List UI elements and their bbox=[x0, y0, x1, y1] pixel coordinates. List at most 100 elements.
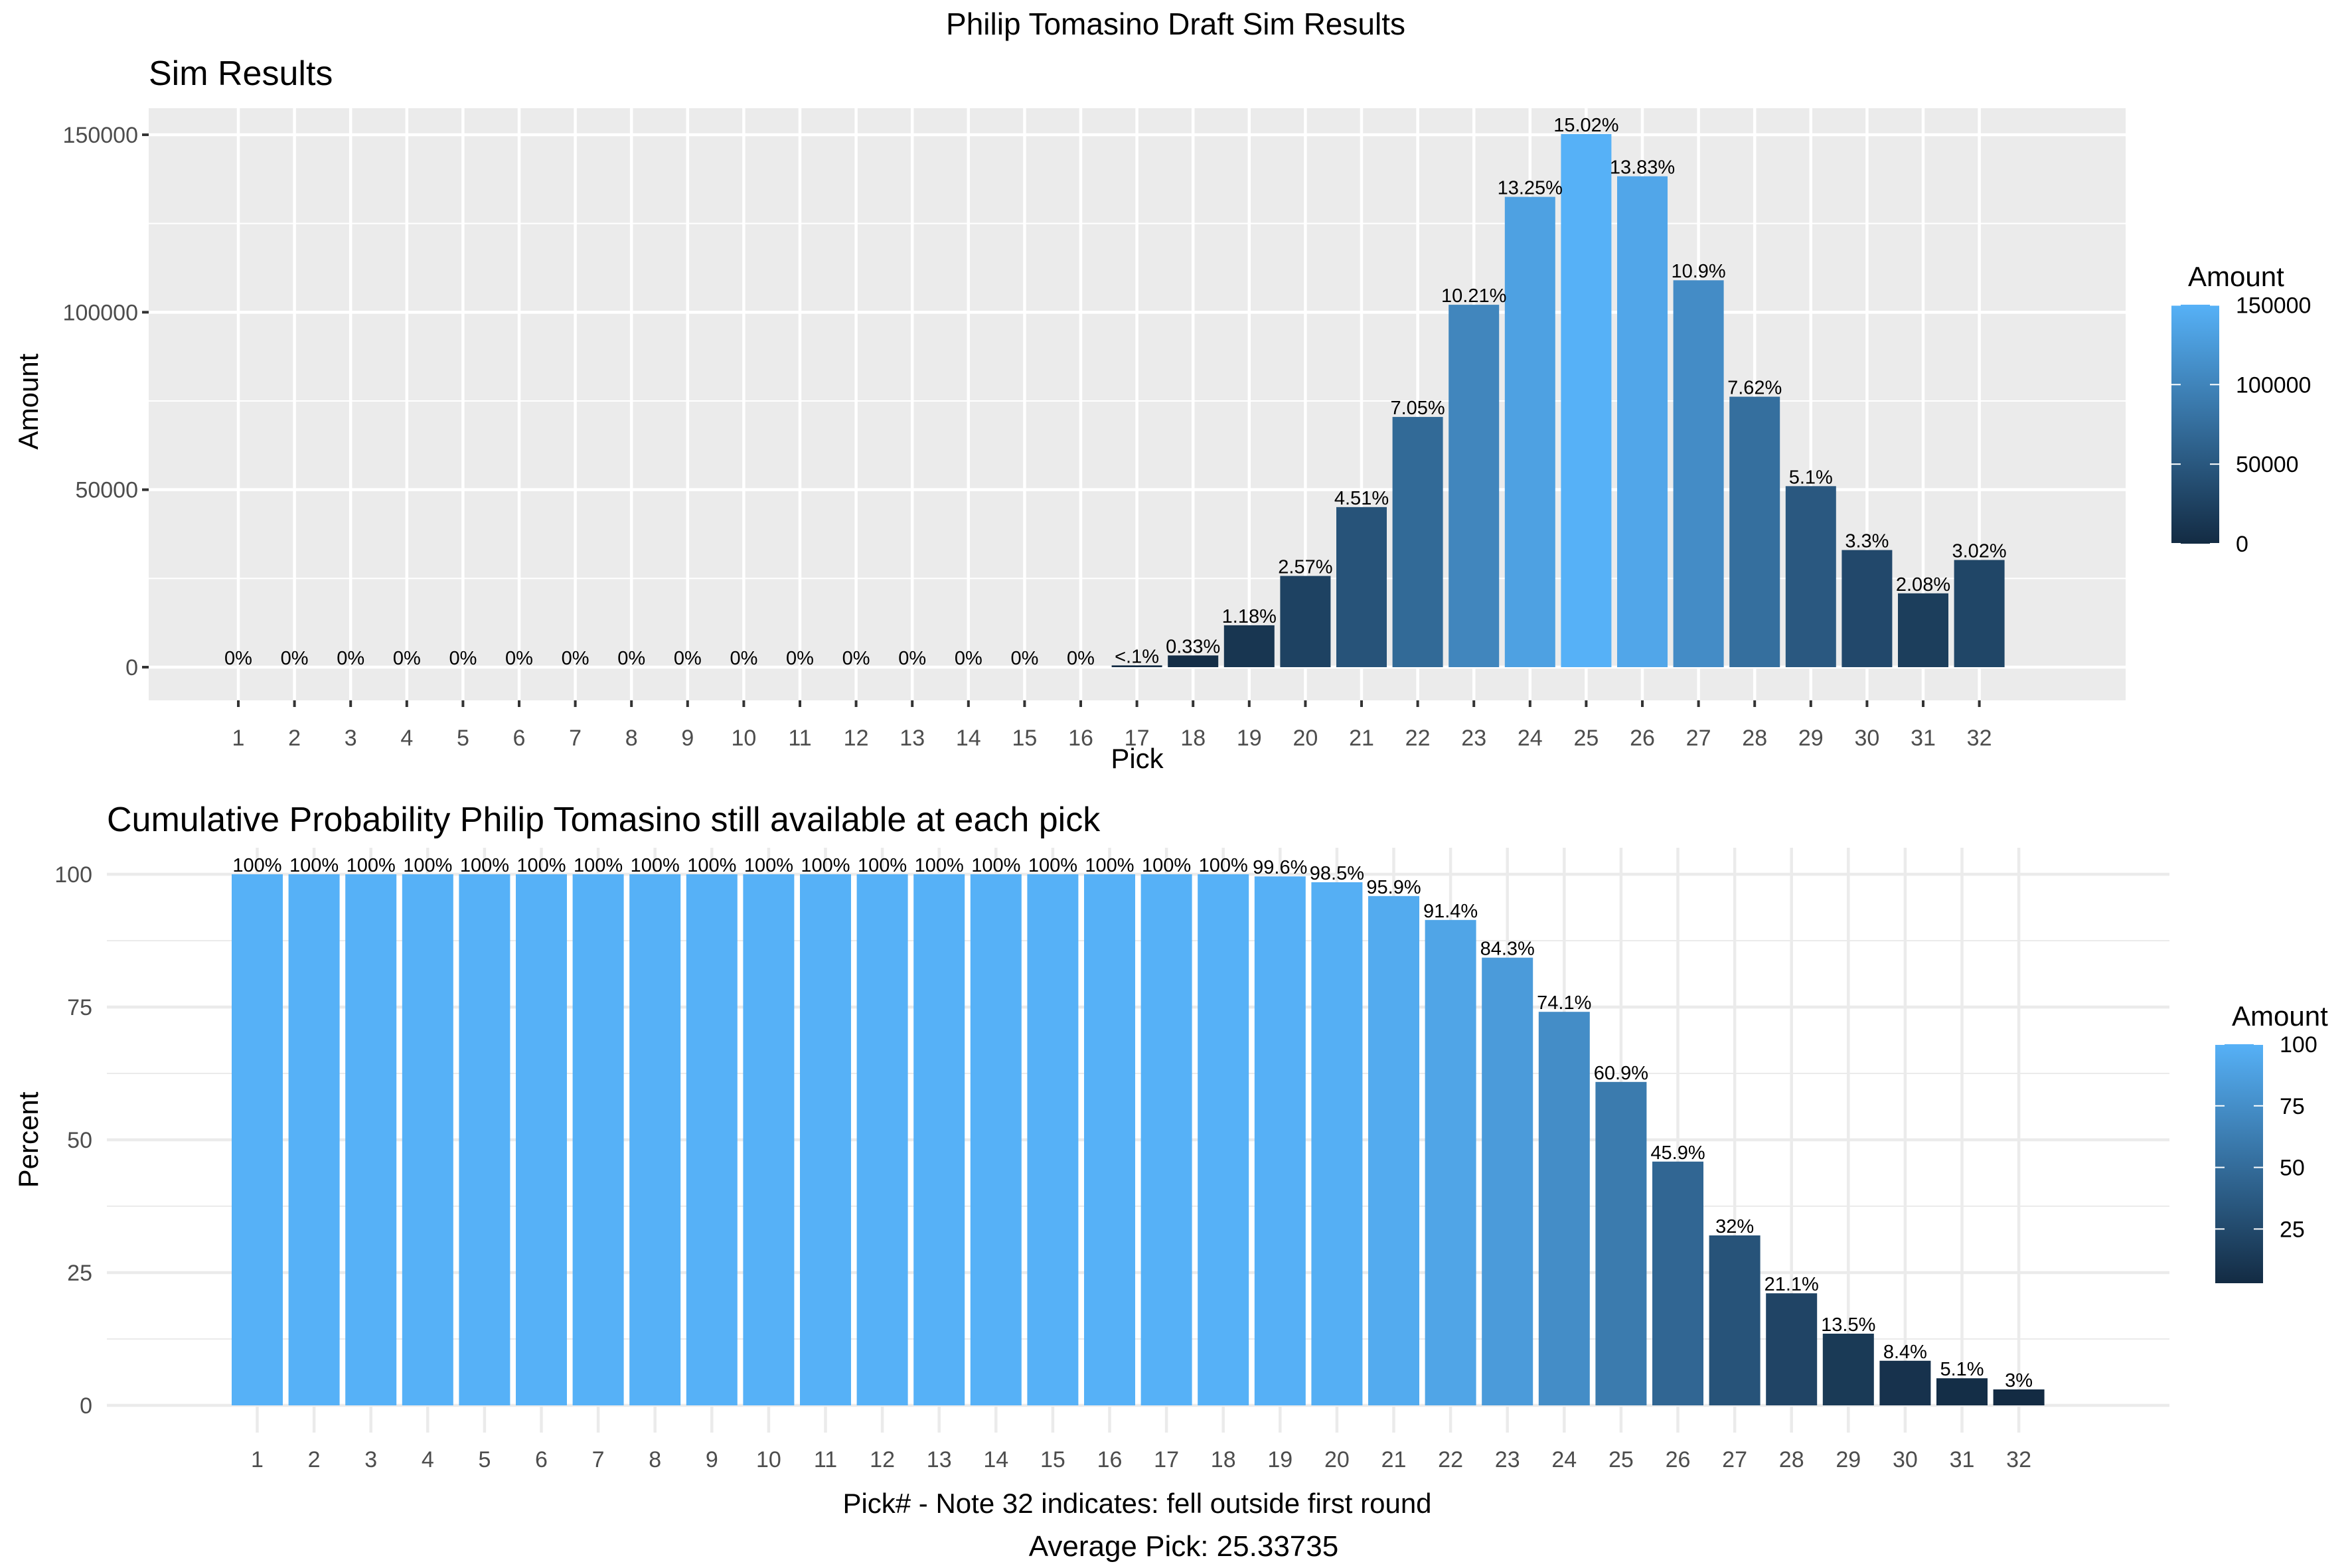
bar bbox=[1898, 593, 1948, 667]
bar-data-label: 100% bbox=[516, 855, 566, 876]
x-tick-label: 12 bbox=[870, 1447, 895, 1472]
y-axis-title: Amount bbox=[13, 353, 44, 449]
legend-label: 25 bbox=[2280, 1217, 2305, 1242]
x-tick-label: 28 bbox=[1779, 1447, 1804, 1472]
bar-data-label: 100% bbox=[1142, 855, 1191, 876]
x-tick-label: 14 bbox=[956, 726, 981, 751]
bar-data-label: 10.21% bbox=[1441, 285, 1506, 307]
figure-title: Philip Tomasino Draft Sim Results bbox=[946, 7, 1405, 41]
bars bbox=[1111, 133, 2005, 668]
bar bbox=[1111, 665, 1162, 667]
bar bbox=[1617, 176, 1668, 667]
bar-data-label: 100% bbox=[232, 855, 281, 876]
bar bbox=[1879, 1360, 1931, 1405]
y-tick-label: 150000 bbox=[63, 123, 138, 148]
x-tick-label: 18 bbox=[1211, 1447, 1236, 1472]
x-tick-label: 29 bbox=[1798, 726, 1824, 751]
y-axis: 0 50000 100000 150000 bbox=[63, 123, 149, 680]
bar bbox=[1785, 486, 1836, 667]
bar bbox=[516, 874, 567, 1405]
bar bbox=[856, 874, 908, 1405]
bar-labels: 100% 100% 100% 100% 100% 100% 100% 100% 100% 100%… bbox=[232, 855, 2033, 1391]
x-tick-label: 6 bbox=[535, 1447, 548, 1472]
x-tick-label: 10 bbox=[731, 726, 756, 751]
bar-data-label: 32% bbox=[1715, 1216, 1754, 1237]
bar bbox=[800, 874, 851, 1405]
bar bbox=[1652, 1161, 1703, 1405]
bar-data-label: 100% bbox=[460, 855, 509, 876]
y-tick-label: 100000 bbox=[63, 300, 138, 325]
bar-data-label: 100% bbox=[1199, 855, 1248, 876]
legend-title: Amount bbox=[2188, 261, 2284, 292]
bar-data-label: 3.3% bbox=[1845, 531, 1889, 552]
x-tick-label: 29 bbox=[1836, 1447, 1861, 1472]
x-axis: 1 2 3 4 5 6 7 8 9 10 11 12 13 14 15 16 17 18 19 20 21 22 23 24 2… bbox=[232, 700, 1992, 751]
bar-data-label: 8.4% bbox=[1883, 1342, 1927, 1363]
bar-data-label: 3.02% bbox=[1952, 541, 2006, 562]
bar bbox=[913, 874, 965, 1405]
y-tick-label: 100 bbox=[54, 862, 92, 888]
bar-data-label: 0% bbox=[674, 648, 702, 669]
bar-data-label: 4.51% bbox=[1334, 488, 1389, 509]
x-tick-label: 7 bbox=[569, 726, 582, 751]
bar bbox=[1766, 1293, 1818, 1405]
bar-data-label: 100% bbox=[971, 855, 1020, 876]
bar-data-label: 100% bbox=[574, 855, 623, 876]
bar-labels: 0% 0% 0% 0% 0% 0% 0% 0% 0% 0% 0% 0% 0% 0% 0% 0% <.1% 0.33… bbox=[224, 115, 2007, 669]
bar bbox=[1336, 507, 1387, 667]
legend-ticks: 0 50000 100000 150000 bbox=[2171, 293, 2311, 557]
bar-data-label: 0% bbox=[224, 648, 252, 669]
legend-label: 100000 bbox=[2236, 372, 2311, 398]
legend-colorbar bbox=[2215, 1044, 2263, 1283]
bar-data-label: <.1% bbox=[1115, 646, 1159, 667]
bar bbox=[1482, 957, 1533, 1405]
legend-label: 0 bbox=[2236, 532, 2248, 557]
bar bbox=[402, 874, 453, 1405]
bar bbox=[1140, 874, 1192, 1405]
bar bbox=[288, 874, 340, 1405]
bar bbox=[1311, 882, 1363, 1405]
x-tick-label: 6 bbox=[513, 726, 526, 751]
x-axis: 1 2 3 4 5 6 7 8 9 10 11 12 13 14 15 16 17 18 19 20 21 22 23 24 2… bbox=[251, 1447, 2031, 1472]
y-tick-label: 25 bbox=[67, 1261, 92, 1286]
x-tick-label: 27 bbox=[1686, 726, 1711, 751]
x-tick-label: 5 bbox=[457, 726, 469, 751]
bar bbox=[1223, 625, 1275, 667]
legend-label: 150000 bbox=[2236, 293, 2311, 318]
average-pick-caption: Average Pick: 25.33735 bbox=[1029, 1530, 1338, 1563]
x-tick-label: 20 bbox=[1324, 1447, 1350, 1472]
bar bbox=[1280, 576, 1331, 667]
x-tick-label: 31 bbox=[1911, 726, 1936, 751]
bar-data-label: 100% bbox=[1028, 855, 1077, 876]
chart-title: Cumulative Probability Philip Tomasino s… bbox=[107, 801, 1101, 839]
x-tick-label: 26 bbox=[1666, 1447, 1691, 1472]
x-tick-label: 26 bbox=[1630, 726, 1655, 751]
x-tick-label: 11 bbox=[814, 1447, 837, 1472]
x-tick-label: 3 bbox=[345, 726, 357, 751]
bar bbox=[970, 874, 1022, 1405]
x-tick-label: 12 bbox=[844, 726, 869, 751]
x-tick-label: 9 bbox=[681, 726, 694, 751]
x-tick-label: 32 bbox=[1967, 726, 1992, 751]
x-tick-label: 9 bbox=[706, 1447, 718, 1472]
bar-data-label: 0% bbox=[898, 648, 926, 669]
y-tick-label: 50 bbox=[67, 1128, 92, 1153]
x-tick-label: 15 bbox=[1040, 1447, 1065, 1472]
bar-data-label: 13.25% bbox=[1498, 178, 1563, 199]
bar-data-label: 100% bbox=[858, 855, 907, 876]
bar-data-label: 10.9% bbox=[1671, 261, 1725, 282]
bar bbox=[1842, 550, 1893, 667]
x-tick-label: 30 bbox=[1893, 1447, 1918, 1472]
bar bbox=[1673, 280, 1724, 667]
bar-data-label: 2.08% bbox=[1896, 574, 1950, 595]
bar bbox=[1538, 1012, 1590, 1405]
x-tick-label: 4 bbox=[422, 1447, 434, 1472]
x-tick-label: 11 bbox=[788, 726, 811, 751]
bar bbox=[1425, 919, 1476, 1405]
bar-data-label: 100% bbox=[915, 855, 964, 876]
bar-data-label: 0% bbox=[1067, 648, 1095, 669]
legend-label: 50000 bbox=[2236, 452, 2299, 477]
bar-data-label: 2.57% bbox=[1278, 557, 1332, 578]
chart-title: Sim Results bbox=[149, 54, 333, 93]
bar bbox=[459, 874, 510, 1405]
